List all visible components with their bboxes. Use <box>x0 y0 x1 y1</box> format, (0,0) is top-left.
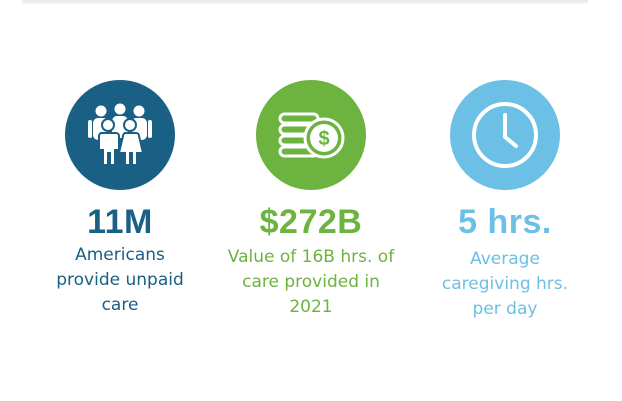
stat-value: 11M <box>87 203 153 241</box>
people-circle <box>65 80 175 190</box>
top-divider <box>22 0 588 4</box>
money-coins-icon: $ <box>278 112 345 159</box>
stat-description: Americans provide unpaid care <box>56 245 184 315</box>
money-circle: $ <box>256 80 366 190</box>
stat-card-value: $ $272B Value of 16B hrs. of care provid… <box>211 80 411 320</box>
people-group-icon <box>88 103 152 166</box>
stat-description: Average caregiving hrs. per day <box>441 249 569 319</box>
stat-value: $272B <box>259 203 363 241</box>
stat-card-hours: 5 hrs. Average caregiving hrs. per day <box>405 80 605 322</box>
stat-value: 5 hrs. <box>458 203 552 241</box>
stat-card-caregivers: 11M Americans provide unpaid care <box>20 80 220 318</box>
clock-circle <box>450 80 560 190</box>
svg-text:$: $ <box>318 128 329 150</box>
stat-description: Value of 16B hrs. of care provided in 20… <box>227 247 395 317</box>
clock-icon <box>472 102 538 168</box>
